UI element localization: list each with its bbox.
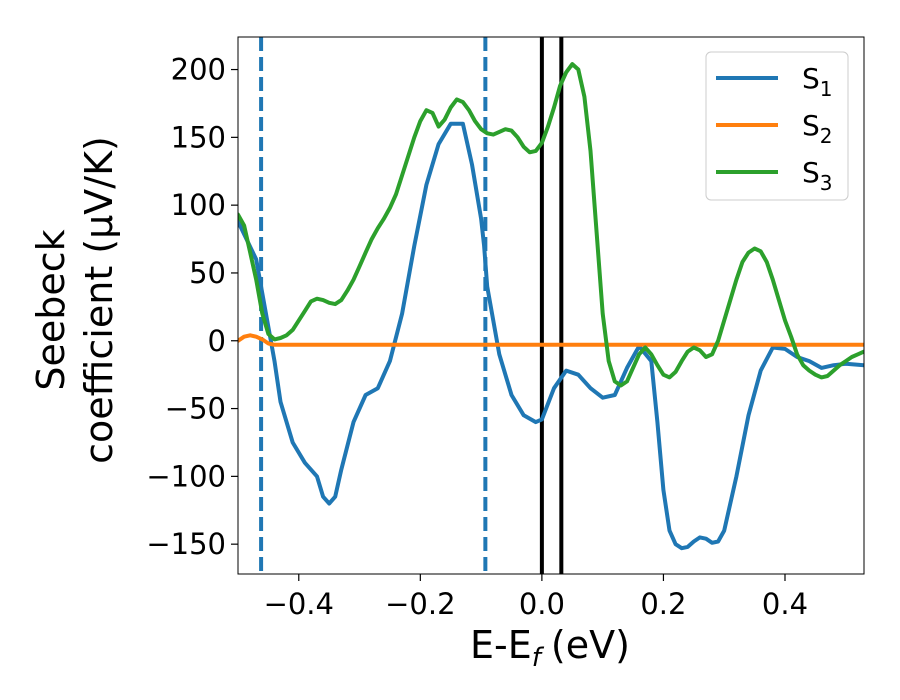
y-tick-label: 100 (171, 188, 226, 222)
x-axis-label-unit: (eV) (551, 623, 630, 667)
plot-frame (237, 36, 865, 575)
x-tick-label: 0.4 (762, 587, 808, 621)
y-tick-label: −100 (146, 459, 226, 493)
x-tick-label: −0.4 (264, 587, 334, 621)
y-axis-label-line1: Seebeck (29, 229, 73, 390)
series-lines (238, 62, 864, 551)
y-axis-ticks: −150 −100 −50 0 50 100 150 200 (146, 53, 238, 561)
y-tick-label: −150 (146, 527, 226, 561)
x-axis-ticks: −0.4 −0.2 0.0 0.2 0.4 (264, 574, 808, 621)
y-tick-label: −50 (165, 392, 226, 426)
series-line-s1 (238, 121, 864, 551)
legend-label-s1: S1 (802, 62, 833, 101)
legend-label-s2: S2 (802, 109, 833, 148)
x-tick-label: −0.2 (385, 587, 455, 621)
y-axis-label-line2: coefficient (μV/K) (77, 136, 121, 464)
y-tick-label: 50 (189, 256, 226, 290)
x-tick-label: 0.2 (640, 587, 686, 621)
x-axis-label-sub: f (532, 643, 545, 673)
series-line-s2 (238, 333, 864, 347)
y-tick-label: 150 (171, 120, 226, 154)
series-line-s3 (238, 62, 864, 388)
legend: S1 S2 S3 (705, 51, 849, 201)
legend-label-s3: S3 (802, 156, 833, 195)
x-axis-label-main: E-E (470, 623, 532, 667)
x-tick-label: 0.0 (519, 587, 565, 621)
y-tick-label: 200 (171, 53, 226, 87)
y-tick-label: 0 (208, 324, 226, 358)
x-axis-label: E-Ef (eV) (470, 623, 630, 673)
